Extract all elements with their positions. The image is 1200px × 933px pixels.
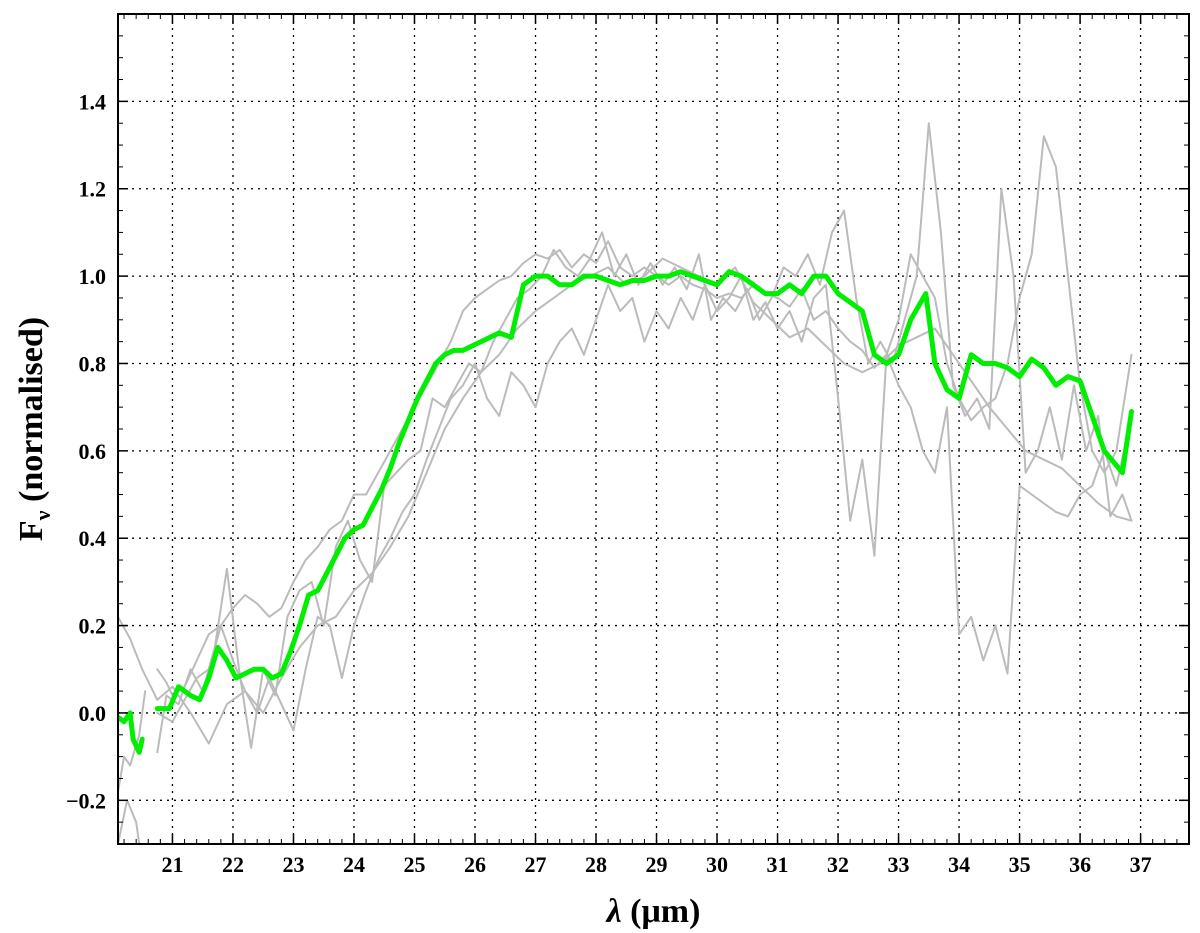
y-tick-label: 0.0: [79, 701, 107, 726]
y-tick-label: 1.4: [79, 89, 107, 114]
x-tick-label: 27: [525, 852, 547, 877]
x-tick-label: 31: [767, 852, 789, 877]
x-axis-symbol: λ: [605, 893, 622, 930]
plot-frame: [117, 13, 1190, 845]
individual-series-line: [118, 257, 1133, 745]
x-tick-labels: 21 22 23 24 25 26 27 28 29 30 31 32 33 34 35 36 37: [161, 852, 1151, 877]
x-tick-label: 35: [1009, 852, 1031, 877]
individual-series-line: [156, 122, 1133, 754]
y-tick-label: 0.6: [79, 439, 107, 464]
x-tick-label: 25: [403, 852, 425, 877]
y-tick-label: 0.4: [79, 526, 107, 551]
y-axis-title: Fν (normalised): [13, 317, 55, 541]
x-tick-label: 28: [585, 852, 607, 877]
y-axis-rest: (normalised): [13, 317, 50, 511]
individual-series-line: [156, 275, 1133, 732]
individual-series-line: [118, 690, 147, 793]
x-tick-label: 22: [222, 852, 244, 877]
x-tick-label: 21: [161, 852, 183, 877]
x-tick-label: 29: [646, 852, 668, 877]
x-axis-unit: (μm): [622, 893, 701, 930]
y-tick-label: 1.0: [79, 264, 107, 289]
y-tick-label: 0.2: [79, 614, 107, 639]
y-tick-label: 0.8: [79, 351, 107, 376]
x-tick-label: 30: [706, 852, 728, 877]
mean-spectrum: [118, 269, 1134, 755]
grid-lines: [118, 14, 1189, 844]
axis-ticks: [118, 14, 1190, 845]
y-axis-subscript: ν: [30, 510, 55, 521]
x-tick-label: 32: [827, 852, 849, 877]
x-tick-label: 26: [464, 852, 486, 877]
x-axis-title: λ (μm): [605, 893, 701, 930]
individual-series-line: [156, 135, 1133, 697]
y-tick-labels: −0.2 0.0 0.2 0.4 0.6 0.8 1.0 1.2 1.4: [66, 89, 106, 813]
individual-spectra: [118, 122, 1133, 844]
mean-series-line: [118, 710, 145, 755]
y-tick-label: 1.2: [79, 177, 107, 202]
x-tick-label: 34: [948, 852, 970, 877]
x-tick-label: 37: [1130, 852, 1152, 877]
x-tick-label: 24: [343, 852, 365, 877]
y-tick-label: −0.2: [66, 788, 106, 813]
y-axis-symbol: F: [13, 520, 50, 541]
x-tick-label: 23: [282, 852, 304, 877]
mean-series-line: [154, 269, 1134, 712]
x-tick-label: 36: [1069, 852, 1091, 877]
individual-series-line: [118, 799, 141, 844]
x-tick-label: 33: [888, 852, 910, 877]
